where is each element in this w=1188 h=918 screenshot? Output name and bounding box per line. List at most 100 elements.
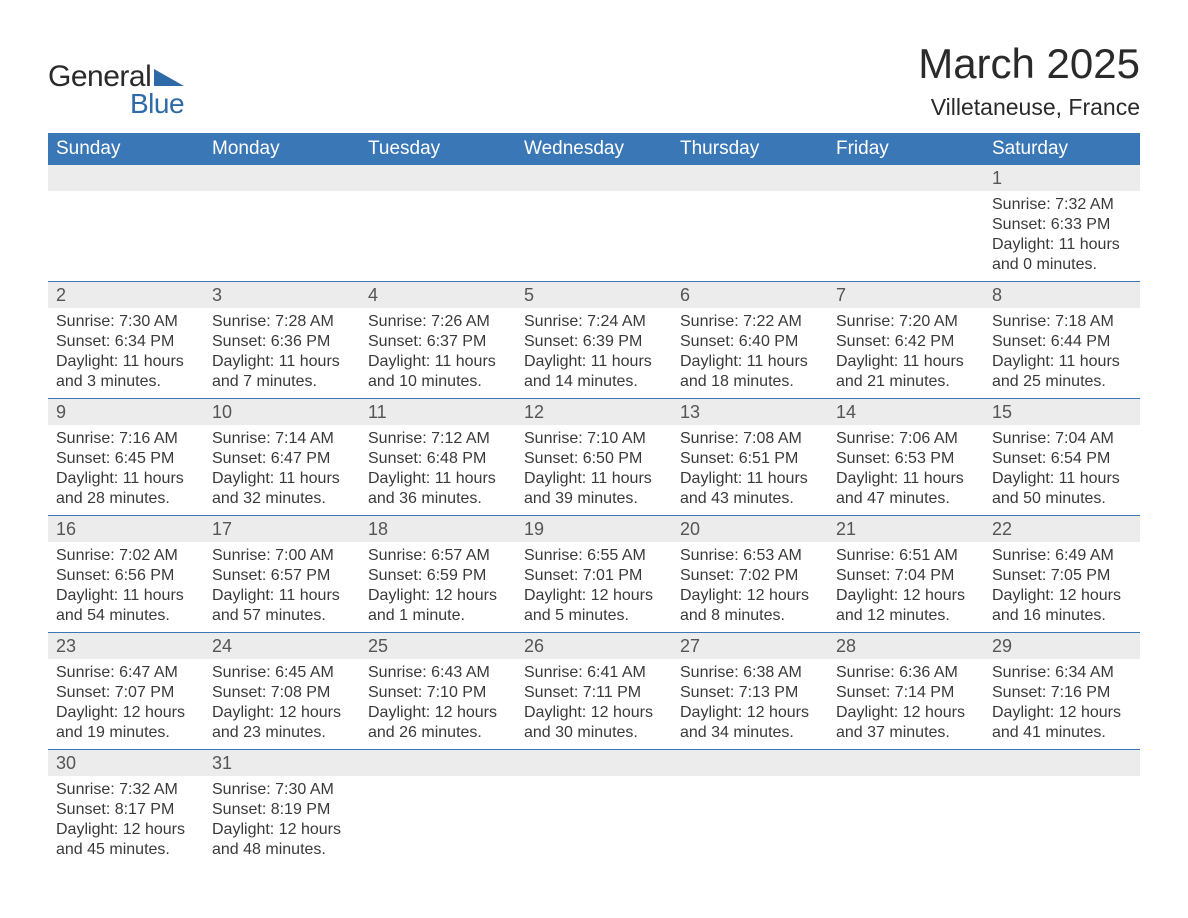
day-number [516, 165, 672, 191]
day-body: Sunrise: 7:28 AMSunset: 6:36 PMDaylight:… [204, 308, 360, 398]
day-number [360, 165, 516, 191]
calendar-cell: 28Sunrise: 6:36 AMSunset: 7:14 PMDayligh… [828, 633, 984, 749]
calendar-cell: 26Sunrise: 6:41 AMSunset: 7:11 PMDayligh… [516, 633, 672, 749]
day-number [516, 750, 672, 776]
day-sunset: Sunset: 6:34 PM [56, 332, 196, 352]
day-daylight2: and 18 minutes. [680, 372, 820, 392]
day-sunrise: Sunrise: 7:10 AM [524, 429, 664, 449]
day-number: 5 [516, 282, 672, 308]
calendar-cell: 20Sunrise: 6:53 AMSunset: 7:02 PMDayligh… [672, 516, 828, 632]
day-body: Sunrise: 6:49 AMSunset: 7:05 PMDaylight:… [984, 542, 1140, 632]
day-sunrise: Sunrise: 7:08 AM [680, 429, 820, 449]
day-body [516, 191, 672, 201]
day-daylight2: and 0 minutes. [992, 255, 1132, 275]
calendar-cell: 25Sunrise: 6:43 AMSunset: 7:10 PMDayligh… [360, 633, 516, 749]
day-sunrise: Sunrise: 7:04 AM [992, 429, 1132, 449]
day-daylight2: and 5 minutes. [524, 606, 664, 626]
calendar-cell: 23Sunrise: 6:47 AMSunset: 7:07 PMDayligh… [48, 633, 204, 749]
calendar-week: 1Sunrise: 7:32 AMSunset: 6:33 PMDaylight… [48, 165, 1140, 281]
day-body: Sunrise: 6:45 AMSunset: 7:08 PMDaylight:… [204, 659, 360, 749]
day-daylight1: Daylight: 12 hours [680, 703, 820, 723]
day-sunset: Sunset: 7:07 PM [56, 683, 196, 703]
day-number [828, 165, 984, 191]
day-body: Sunrise: 7:16 AMSunset: 6:45 PMDaylight:… [48, 425, 204, 515]
day-sunrise: Sunrise: 7:22 AM [680, 312, 820, 332]
day-body: Sunrise: 7:24 AMSunset: 6:39 PMDaylight:… [516, 308, 672, 398]
day-daylight1: Daylight: 12 hours [992, 586, 1132, 606]
calendar-cell [828, 165, 984, 281]
day-daylight2: and 34 minutes. [680, 723, 820, 743]
calendar-cell: 14Sunrise: 7:06 AMSunset: 6:53 PMDayligh… [828, 399, 984, 515]
day-number [48, 165, 204, 191]
day-daylight2: and 3 minutes. [56, 372, 196, 392]
day-daylight2: and 54 minutes. [56, 606, 196, 626]
calendar-week: 9Sunrise: 7:16 AMSunset: 6:45 PMDaylight… [48, 398, 1140, 515]
day-daylight1: Daylight: 11 hours [56, 469, 196, 489]
day-sunrise: Sunrise: 6:53 AM [680, 546, 820, 566]
day-sunrise: Sunrise: 7:20 AM [836, 312, 976, 332]
day-sunset: Sunset: 7:16 PM [992, 683, 1132, 703]
day-name: Tuesday [360, 133, 516, 165]
day-daylight2: and 43 minutes. [680, 489, 820, 509]
day-body: Sunrise: 7:12 AMSunset: 6:48 PMDaylight:… [360, 425, 516, 515]
day-sunset: Sunset: 6:53 PM [836, 449, 976, 469]
day-daylight1: Daylight: 11 hours [56, 586, 196, 606]
day-body [48, 191, 204, 201]
calendar-cell: 12Sunrise: 7:10 AMSunset: 6:50 PMDayligh… [516, 399, 672, 515]
day-body: Sunrise: 7:04 AMSunset: 6:54 PMDaylight:… [984, 425, 1140, 515]
day-sunset: Sunset: 6:36 PM [212, 332, 352, 352]
day-daylight2: and 41 minutes. [992, 723, 1132, 743]
calendar-cell: 16Sunrise: 7:02 AMSunset: 6:56 PMDayligh… [48, 516, 204, 632]
day-number: 8 [984, 282, 1140, 308]
day-sunrise: Sunrise: 6:36 AM [836, 663, 976, 683]
day-sunset: Sunset: 6:48 PM [368, 449, 508, 469]
day-number: 6 [672, 282, 828, 308]
day-daylight1: Daylight: 12 hours [680, 586, 820, 606]
day-number: 4 [360, 282, 516, 308]
day-body [516, 776, 672, 786]
calendar-cell [360, 750, 516, 866]
day-name: Saturday [984, 133, 1140, 165]
day-sunset: Sunset: 6:47 PM [212, 449, 352, 469]
calendar-cell: 17Sunrise: 7:00 AMSunset: 6:57 PMDayligh… [204, 516, 360, 632]
title-block: March 2025 Villetaneuse, France [918, 40, 1140, 121]
day-body [672, 191, 828, 201]
day-sunrise: Sunrise: 7:16 AM [56, 429, 196, 449]
day-daylight1: Daylight: 12 hours [212, 703, 352, 723]
day-daylight2: and 21 minutes. [836, 372, 976, 392]
day-name: Wednesday [516, 133, 672, 165]
day-daylight1: Daylight: 11 hours [212, 352, 352, 372]
day-body: Sunrise: 7:10 AMSunset: 6:50 PMDaylight:… [516, 425, 672, 515]
day-daylight1: Daylight: 11 hours [836, 469, 976, 489]
day-number: 23 [48, 633, 204, 659]
day-number: 16 [48, 516, 204, 542]
calendar-cell: 19Sunrise: 6:55 AMSunset: 7:01 PMDayligh… [516, 516, 672, 632]
day-body [360, 191, 516, 201]
day-sunset: Sunset: 6:56 PM [56, 566, 196, 586]
calendar-cell: 13Sunrise: 7:08 AMSunset: 6:51 PMDayligh… [672, 399, 828, 515]
day-daylight2: and 57 minutes. [212, 606, 352, 626]
day-daylight2: and 26 minutes. [368, 723, 508, 743]
day-number: 22 [984, 516, 1140, 542]
day-sunrise: Sunrise: 6:41 AM [524, 663, 664, 683]
day-body: Sunrise: 7:32 AMSunset: 8:17 PMDaylight:… [48, 776, 204, 866]
day-sunrise: Sunrise: 7:24 AM [524, 312, 664, 332]
day-number: 20 [672, 516, 828, 542]
calendar-cell: 8Sunrise: 7:18 AMSunset: 6:44 PMDaylight… [984, 282, 1140, 398]
day-number: 27 [672, 633, 828, 659]
day-sunrise: Sunrise: 7:30 AM [56, 312, 196, 332]
day-sunset: Sunset: 6:44 PM [992, 332, 1132, 352]
day-daylight1: Daylight: 12 hours [212, 820, 352, 840]
day-daylight2: and 1 minute. [368, 606, 508, 626]
day-number: 12 [516, 399, 672, 425]
day-number [984, 750, 1140, 776]
day-daylight1: Daylight: 12 hours [524, 703, 664, 723]
day-body: Sunrise: 7:20 AMSunset: 6:42 PMDaylight:… [828, 308, 984, 398]
day-daylight1: Daylight: 11 hours [992, 235, 1132, 255]
day-body: Sunrise: 6:38 AMSunset: 7:13 PMDaylight:… [672, 659, 828, 749]
day-sunset: Sunset: 7:14 PM [836, 683, 976, 703]
day-body: Sunrise: 6:36 AMSunset: 7:14 PMDaylight:… [828, 659, 984, 749]
calendar-cell: 18Sunrise: 6:57 AMSunset: 6:59 PMDayligh… [360, 516, 516, 632]
day-sunrise: Sunrise: 7:30 AM [212, 780, 352, 800]
day-number: 2 [48, 282, 204, 308]
